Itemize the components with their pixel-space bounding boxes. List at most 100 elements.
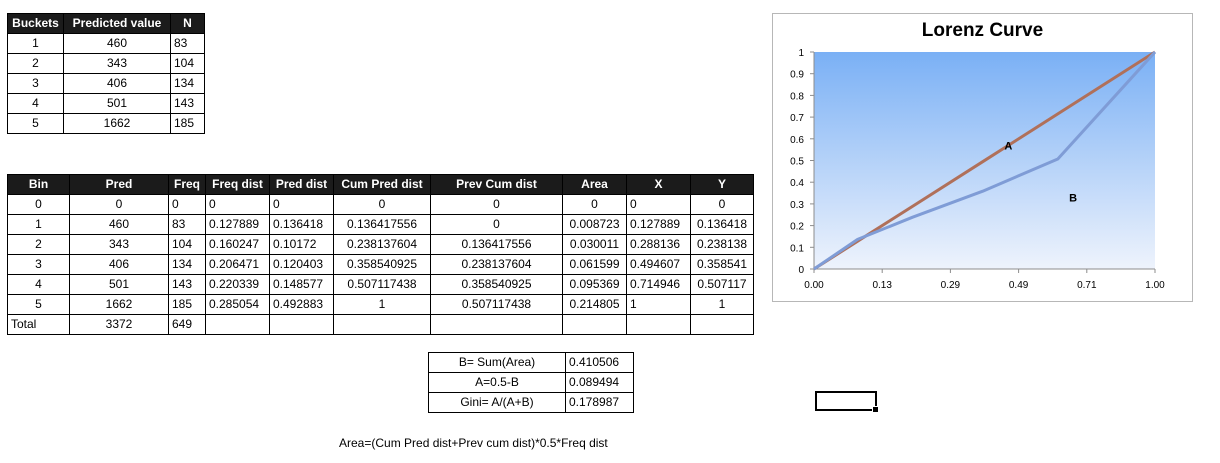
- table-cell[interactable]: 0.148577: [269, 274, 334, 295]
- header-cell[interactable]: Prev Cum dist: [430, 174, 563, 195]
- table-cell[interactable]: 0: [69, 194, 169, 215]
- table-cell[interactable]: 0: [562, 194, 627, 215]
- table-cell[interactable]: 0.494607: [626, 254, 691, 275]
- table-cell[interactable]: 1662: [63, 113, 171, 134]
- table-cell[interactable]: 0: [626, 194, 691, 215]
- table-cell[interactable]: 0.285054: [205, 294, 270, 315]
- table-cell[interactable]: 0: [430, 194, 563, 215]
- table-cell[interactable]: 0.507117: [690, 274, 754, 295]
- table-cell[interactable]: 0: [690, 194, 754, 215]
- header-cell[interactable]: Bin: [7, 174, 70, 195]
- header-cell[interactable]: Buckets: [7, 13, 64, 34]
- selected-cell[interactable]: [815, 391, 879, 413]
- table-cell[interactable]: 104: [170, 53, 205, 74]
- table-cell[interactable]: 0.10172: [269, 234, 334, 255]
- table-cell[interactable]: 83: [170, 33, 205, 54]
- table-cell[interactable]: 1: [690, 294, 754, 315]
- table-cell[interactable]: 0: [430, 214, 563, 235]
- table-cell[interactable]: 0.214805: [562, 294, 627, 315]
- table-cell[interactable]: 0.127889: [205, 214, 270, 235]
- table-cell[interactable]: 3372: [69, 314, 169, 335]
- table-cell[interactable]: 406: [63, 73, 171, 94]
- table-cell[interactable]: 185: [170, 113, 205, 134]
- table-cell[interactable]: 143: [168, 274, 206, 295]
- table-cell[interactable]: [690, 314, 754, 335]
- table-cell[interactable]: 134: [168, 254, 206, 275]
- header-cell[interactable]: X: [626, 174, 691, 195]
- table-cell[interactable]: [626, 314, 691, 335]
- table-cell[interactable]: 0.220339: [205, 274, 270, 295]
- table-cell[interactable]: 0.136417556: [430, 234, 563, 255]
- table-cell[interactable]: 0.358540925: [430, 274, 563, 295]
- table-cell[interactable]: 1662: [69, 294, 169, 315]
- table-cell[interactable]: 83: [168, 214, 206, 235]
- table-cell[interactable]: 0.238137604: [430, 254, 563, 275]
- table-cell[interactable]: [269, 314, 334, 335]
- header-cell[interactable]: Cum Pred dist: [333, 174, 431, 195]
- table-cell[interactable]: Total: [7, 314, 70, 335]
- table-cell[interactable]: [430, 314, 563, 335]
- header-cell[interactable]: Area: [562, 174, 627, 195]
- table-cell[interactable]: [562, 314, 627, 335]
- table-cell[interactable]: 0: [333, 194, 431, 215]
- table-cell[interactable]: 0.095369: [562, 274, 627, 295]
- table-cell[interactable]: 0.238137604: [333, 234, 431, 255]
- table-cell[interactable]: 3: [7, 254, 70, 275]
- table-cell[interactable]: 0: [168, 194, 206, 215]
- table-cell[interactable]: 0.492883: [269, 294, 334, 315]
- header-cell[interactable]: Pred: [69, 174, 169, 195]
- table-cell[interactable]: 0.410506: [565, 352, 634, 373]
- table-cell[interactable]: 501: [63, 93, 171, 114]
- table-cell[interactable]: 649: [168, 314, 206, 335]
- table-cell[interactable]: 0.206471: [205, 254, 270, 275]
- table-cell[interactable]: 2: [7, 53, 64, 74]
- table-cell[interactable]: [205, 314, 270, 335]
- table-cell[interactable]: 104: [168, 234, 206, 255]
- table-cell[interactable]: 0.358541: [690, 254, 754, 275]
- table-cell[interactable]: 0.008723: [562, 214, 627, 235]
- table-cell[interactable]: 0.127889: [626, 214, 691, 235]
- table-cell[interactable]: A=0.5-B: [428, 372, 566, 393]
- table-cell[interactable]: 0.358540925: [333, 254, 431, 275]
- table-cell[interactable]: 0.288136: [626, 234, 691, 255]
- table-cell[interactable]: 0: [205, 194, 270, 215]
- lorenz-chart[interactable]: 0 0.1 0.2 0.3 0.4 0.5 0.6 0.7 0.8 0.9 1 0.00 0.13 0.2…: [772, 13, 1193, 302]
- table-cell[interactable]: 1: [333, 294, 431, 315]
- table-cell[interactable]: 1: [7, 214, 70, 235]
- table-cell[interactable]: 0.136418: [269, 214, 334, 235]
- table-cell[interactable]: 5: [7, 113, 64, 134]
- table-cell[interactable]: 460: [69, 214, 169, 235]
- table-cell[interactable]: 4: [7, 93, 64, 114]
- area-formula-note[interactable]: Area=(Cum Pred dist+Prev cum dist)*0.5*F…: [339, 436, 608, 450]
- header-cell[interactable]: Predicted value: [63, 13, 171, 34]
- table-cell[interactable]: 0.136418: [690, 214, 754, 235]
- table-cell[interactable]: 0.507117438: [430, 294, 563, 315]
- table-cell[interactable]: 0.238138: [690, 234, 754, 255]
- table-cell[interactable]: 0.120403: [269, 254, 334, 275]
- table-cell[interactable]: 0: [269, 194, 334, 215]
- table-cell[interactable]: 1: [626, 294, 691, 315]
- table-cell[interactable]: 0.160247: [205, 234, 270, 255]
- header-cell[interactable]: N: [170, 13, 205, 34]
- table-cell[interactable]: 0.030011: [562, 234, 627, 255]
- table-cell[interactable]: 501: [69, 274, 169, 295]
- table-cell[interactable]: 460: [63, 33, 171, 54]
- header-cell[interactable]: Freq: [168, 174, 206, 195]
- table-cell[interactable]: 1: [7, 33, 64, 54]
- table-cell[interactable]: 185: [168, 294, 206, 315]
- table-cell[interactable]: 143: [170, 93, 205, 114]
- table-cell[interactable]: B= Sum(Area): [428, 352, 566, 373]
- table-cell[interactable]: 5: [7, 294, 70, 315]
- table-cell[interactable]: 0.061599: [562, 254, 627, 275]
- table-cell[interactable]: 3: [7, 73, 64, 94]
- table-cell[interactable]: Gini= A/(A+B): [428, 392, 566, 413]
- table-cell[interactable]: 0.507117438: [333, 274, 431, 295]
- table-cell[interactable]: 2: [7, 234, 70, 255]
- table-cell[interactable]: 134: [170, 73, 205, 94]
- table-cell[interactable]: 0.136417556: [333, 214, 431, 235]
- table-cell[interactable]: 4: [7, 274, 70, 295]
- table-cell[interactable]: 0.178987: [565, 392, 634, 413]
- table-cell[interactable]: 343: [63, 53, 171, 74]
- table-cell[interactable]: 343: [69, 234, 169, 255]
- table-cell[interactable]: 0: [7, 194, 70, 215]
